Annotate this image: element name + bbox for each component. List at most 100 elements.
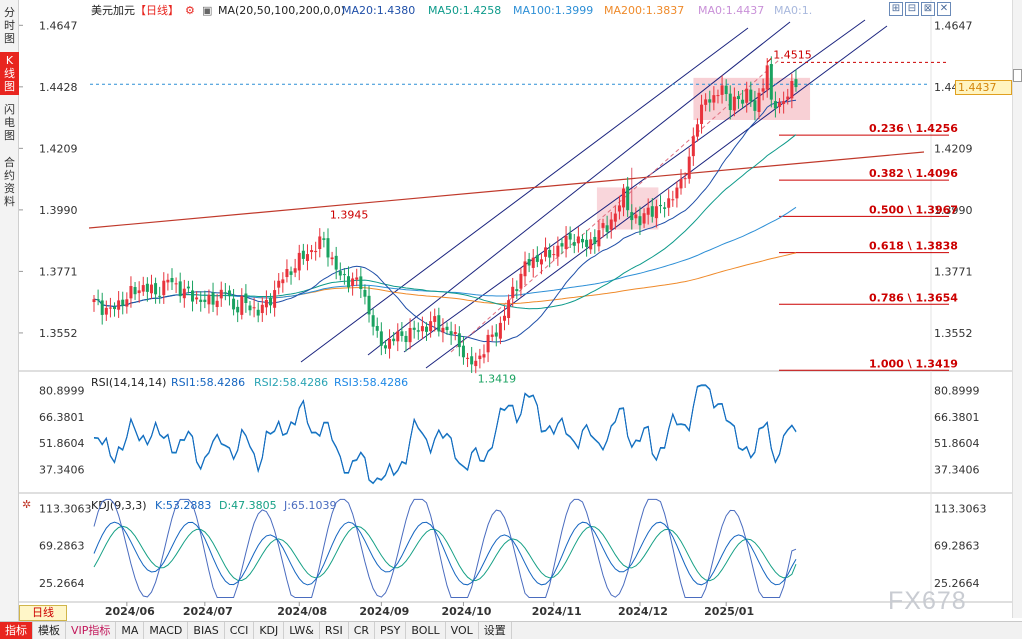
- candle-64: [355, 268, 359, 287]
- window-button-0[interactable]: ⊞: [889, 2, 903, 16]
- candle-body-18: [166, 279, 170, 283]
- candle-128: [617, 195, 621, 220]
- candle-136: [650, 197, 654, 223]
- candle-52: [305, 244, 309, 271]
- candle-142: [675, 181, 679, 208]
- toolbar-tab-2[interactable]: VIP指标: [66, 622, 117, 639]
- candle-43: [269, 293, 273, 314]
- price-tick-right-5: 1.3552: [934, 327, 973, 340]
- candle-body-170: [790, 80, 794, 99]
- candle-body-167: [778, 102, 782, 107]
- window-button-1[interactable]: ⊟: [905, 2, 919, 16]
- candle-body-93: [474, 360, 478, 367]
- candle-body-158: [741, 99, 745, 104]
- window-button-3[interactable]: ✕: [937, 2, 951, 16]
- candle-body-36: [240, 296, 244, 315]
- toolbar-tab-5[interactable]: BIAS: [188, 622, 225, 639]
- candle-body-109: [539, 259, 543, 265]
- toolbar-tab-8[interactable]: LW&: [284, 622, 320, 639]
- toolbar-tab-10[interactable]: CR: [349, 622, 376, 639]
- window-buttons: ⊞ ⊟ ⊠ ✕: [889, 2, 951, 16]
- low-label: 1.3419: [478, 372, 517, 385]
- candle-body-127: [613, 213, 617, 222]
- candle-body-7: [121, 299, 125, 306]
- candle-27: [203, 290, 207, 309]
- right-scrollbar[interactable]: [1012, 0, 1022, 618]
- candle-body-112: [552, 254, 556, 256]
- candle-132: [634, 207, 638, 224]
- candle-141: [671, 190, 675, 207]
- candle-143: [679, 169, 683, 195]
- candle-body-161: [753, 100, 757, 111]
- toolbar-tab-1[interactable]: 模板: [33, 622, 66, 639]
- candle-body-152: [716, 95, 720, 97]
- candle-body-126: [609, 219, 613, 230]
- candle-154: [724, 79, 728, 102]
- candle-body-85: [441, 327, 445, 333]
- candle-body-80: [420, 326, 424, 332]
- candle-88: [453, 324, 457, 341]
- candle-body-71: [383, 345, 387, 349]
- title-row: 美元加元 【日线】 ⚙ ▣ MA(20,50,100,200,0,0)MA20:1.43…: [91, 3, 812, 17]
- left-tab-0[interactable]: 分时图: [4, 6, 15, 45]
- candle-body-41: [260, 304, 264, 314]
- price-tick-right-3: 1.3990: [934, 204, 973, 217]
- candle-69: [375, 317, 379, 338]
- candle-58: [330, 251, 334, 266]
- candle-107: [531, 249, 535, 278]
- scroll-thumb[interactable]: [1013, 69, 1022, 82]
- kdj-label: KDJ(9,3,3): [91, 499, 147, 512]
- candle-1: [96, 289, 100, 306]
- candle-body-2: [100, 300, 104, 315]
- toolbar-tab-6[interactable]: CCI: [225, 622, 255, 639]
- candle-146: [691, 127, 695, 166]
- toolbar-tab-3[interactable]: MA: [116, 622, 145, 639]
- candle-42: [264, 290, 268, 316]
- candle-body-89: [457, 333, 461, 348]
- candle-22: [182, 279, 186, 308]
- candle-body-136: [650, 206, 654, 217]
- candle-body-125: [605, 225, 609, 232]
- candle-body-51: [301, 250, 305, 259]
- candle-26: [199, 291, 203, 312]
- period-day-tag[interactable]: 日线: [19, 605, 67, 621]
- price-tick-left-1: 1.4428: [39, 81, 78, 94]
- candle-body-69: [375, 325, 379, 331]
- left-tab-3[interactable]: 合约资料: [4, 156, 15, 208]
- candle-body-64: [355, 277, 359, 280]
- window-button-2[interactable]: ⊠: [921, 2, 935, 16]
- left-tab-2[interactable]: 闪电图: [4, 103, 15, 142]
- price-tick-left-5: 1.3552: [39, 327, 78, 340]
- candle-body-157: [736, 96, 740, 100]
- toolbar-tab-7[interactable]: KDJ: [254, 622, 285, 639]
- candle-152: [716, 89, 720, 104]
- ma100-value: MA100:1.3999: [513, 4, 593, 17]
- candle-body-32: [223, 292, 227, 294]
- candle-body-142: [675, 187, 679, 199]
- candle-body-13: [145, 283, 149, 292]
- candle-140: [667, 189, 671, 217]
- gear-icon: ⚙: [185, 4, 195, 17]
- toolbar-tab-14[interactable]: 设置: [479, 622, 512, 639]
- candle-4: [108, 297, 112, 318]
- toolbar-tab-4[interactable]: MACD: [144, 622, 189, 639]
- candle-body-147: [695, 124, 699, 137]
- candle-body-58: [330, 257, 334, 260]
- toolbar-tab-13[interactable]: VOL: [446, 622, 479, 639]
- candle-body-12: [141, 285, 145, 292]
- candle-19: [170, 268, 174, 290]
- candle-body-34: [232, 298, 236, 310]
- toolbar-tab-12[interactable]: BOLL: [406, 622, 446, 639]
- candle-97: [490, 325, 494, 342]
- candle-129: [622, 183, 626, 217]
- candle-body-102: [511, 286, 515, 298]
- candle-body-99: [498, 322, 502, 339]
- toolbar-tab-9[interactable]: RSI: [320, 622, 349, 639]
- candle-body-130: [626, 186, 630, 211]
- toolbar-tab-0[interactable]: 指标: [0, 622, 33, 639]
- toolbar-tab-11[interactable]: PSY: [375, 622, 407, 639]
- candle-body-73: [392, 338, 396, 342]
- candle-body-77: [408, 328, 412, 343]
- candle-108: [535, 246, 539, 268]
